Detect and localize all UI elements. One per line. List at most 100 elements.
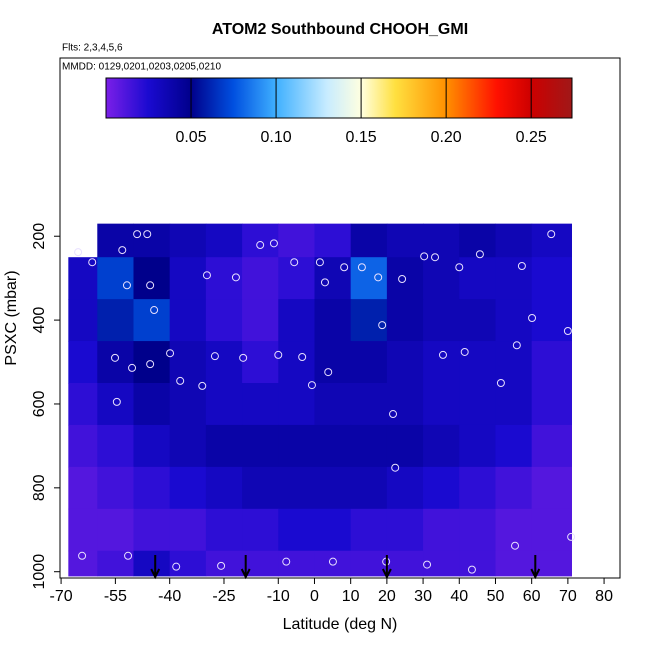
x-tick-label: -70 [50, 588, 73, 605]
heatmap-cell [97, 257, 134, 300]
heatmap-cell [133, 424, 171, 468]
heatmap-cell [242, 341, 279, 384]
heatmap-cell [495, 299, 533, 342]
heatmap-cell [314, 341, 352, 384]
sample-point [511, 541, 520, 550]
heatmap-cell [133, 508, 171, 552]
heatmap-cell [205, 341, 243, 384]
heatmap-cell [531, 466, 572, 510]
heatmap-cell [278, 550, 315, 577]
heatmap-cell [495, 550, 533, 577]
heatmap-cell [278, 223, 315, 258]
heatmap-cell [169, 383, 207, 426]
sample-point [269, 239, 278, 248]
heatmap-cell [278, 466, 315, 510]
heatmap-cell [97, 299, 134, 342]
heatmap-cell [531, 299, 572, 342]
sample-point [176, 376, 185, 385]
heatmap-cell [68, 508, 98, 552]
y-tick-label: 600 [31, 391, 48, 418]
y-tick-label: 200 [31, 223, 48, 250]
x-tick-label: -10 [267, 588, 290, 605]
sample-point [210, 352, 219, 361]
annotation: MMDD: 0129,0201,0203,0205,0210 [62, 62, 221, 73]
heatmap-cell [97, 508, 134, 552]
x-tick-label: 60 [523, 588, 541, 605]
x-tick-label: 30 [414, 588, 432, 605]
flight-arrow [381, 555, 392, 580]
heatmap-cell [350, 299, 388, 342]
heatmap-cell [423, 299, 460, 342]
heatmap-cell [459, 550, 496, 577]
subtitle: Flts: 2,3,4,5,6 [62, 43, 123, 54]
heatmap-cell [531, 257, 572, 300]
sample-point [431, 253, 440, 262]
heatmap-cell [350, 550, 388, 577]
heatmap-cell [386, 466, 424, 510]
sample-point [423, 560, 432, 569]
x-tick-label: -40 [158, 588, 181, 605]
sample-point [420, 252, 429, 261]
heatmap [68, 223, 572, 577]
chart-title: ATOM2 Southbound CHOOH_GMI [212, 21, 468, 38]
colorbar [105, 77, 573, 119]
sample-point [172, 562, 181, 571]
heatmap-cell [242, 257, 279, 300]
heatmap-cell [169, 299, 207, 342]
heatmap-cell [350, 508, 388, 552]
sample-point [563, 327, 572, 335]
colorbar-tick-label: 0.10 [261, 129, 292, 146]
heatmap-cell [68, 257, 98, 300]
heatmap-cell [68, 341, 98, 384]
heatmap-cell [314, 466, 352, 510]
sample-point [290, 258, 299, 267]
heatmap-cell [459, 466, 496, 510]
heatmap-cell [495, 341, 533, 384]
heatmap-cell [205, 508, 243, 552]
heatmap-cell [350, 424, 388, 468]
heatmap-cell [386, 223, 424, 258]
heatmap-cell [423, 223, 460, 258]
sample-point [455, 263, 464, 272]
sample-point [202, 271, 211, 280]
heatmap-cell [133, 383, 171, 426]
flight-arrow [150, 555, 161, 580]
colorbar-tick-label: 0.15 [346, 129, 377, 146]
heatmap-cell [459, 299, 496, 342]
y-tick-label: 400 [31, 307, 48, 334]
sample-point [239, 353, 248, 362]
heatmap-cell [169, 223, 207, 258]
heatmap-cell [386, 424, 424, 468]
heatmap-cell [205, 223, 243, 258]
y-tick-label: 1000 [31, 554, 48, 590]
sample-point [374, 273, 383, 282]
x-tick-label: -55 [104, 588, 127, 605]
heatmap-cell [68, 466, 98, 510]
heatmap-cell [423, 550, 460, 577]
sample-point [357, 263, 366, 272]
heatmap-cell [278, 508, 315, 552]
sample-point [567, 532, 576, 541]
flight-arrow [240, 555, 251, 580]
heatmap-cell [459, 424, 496, 468]
sample-point [146, 281, 155, 290]
heatmap-cell [278, 299, 315, 342]
sample-point [217, 561, 226, 570]
flight-arrow [530, 555, 541, 580]
y-axis-label: PSXC (mbar) [3, 270, 20, 365]
heatmap-cell [133, 466, 171, 510]
sample-point [231, 273, 240, 282]
heatmap-cell [386, 341, 424, 384]
heatmap-cell [133, 299, 171, 342]
heatmap-cell [314, 424, 352, 468]
heatmap-cell [242, 424, 279, 468]
heatmap-cell [97, 466, 134, 510]
sample-point [378, 321, 387, 330]
sample-point [467, 565, 476, 574]
sample-point [547, 230, 556, 239]
heatmap-cell [350, 466, 388, 510]
sample-point [111, 353, 120, 362]
sample-point [128, 363, 137, 372]
heatmap-cell [314, 383, 352, 426]
heatmap-cell [423, 383, 460, 426]
